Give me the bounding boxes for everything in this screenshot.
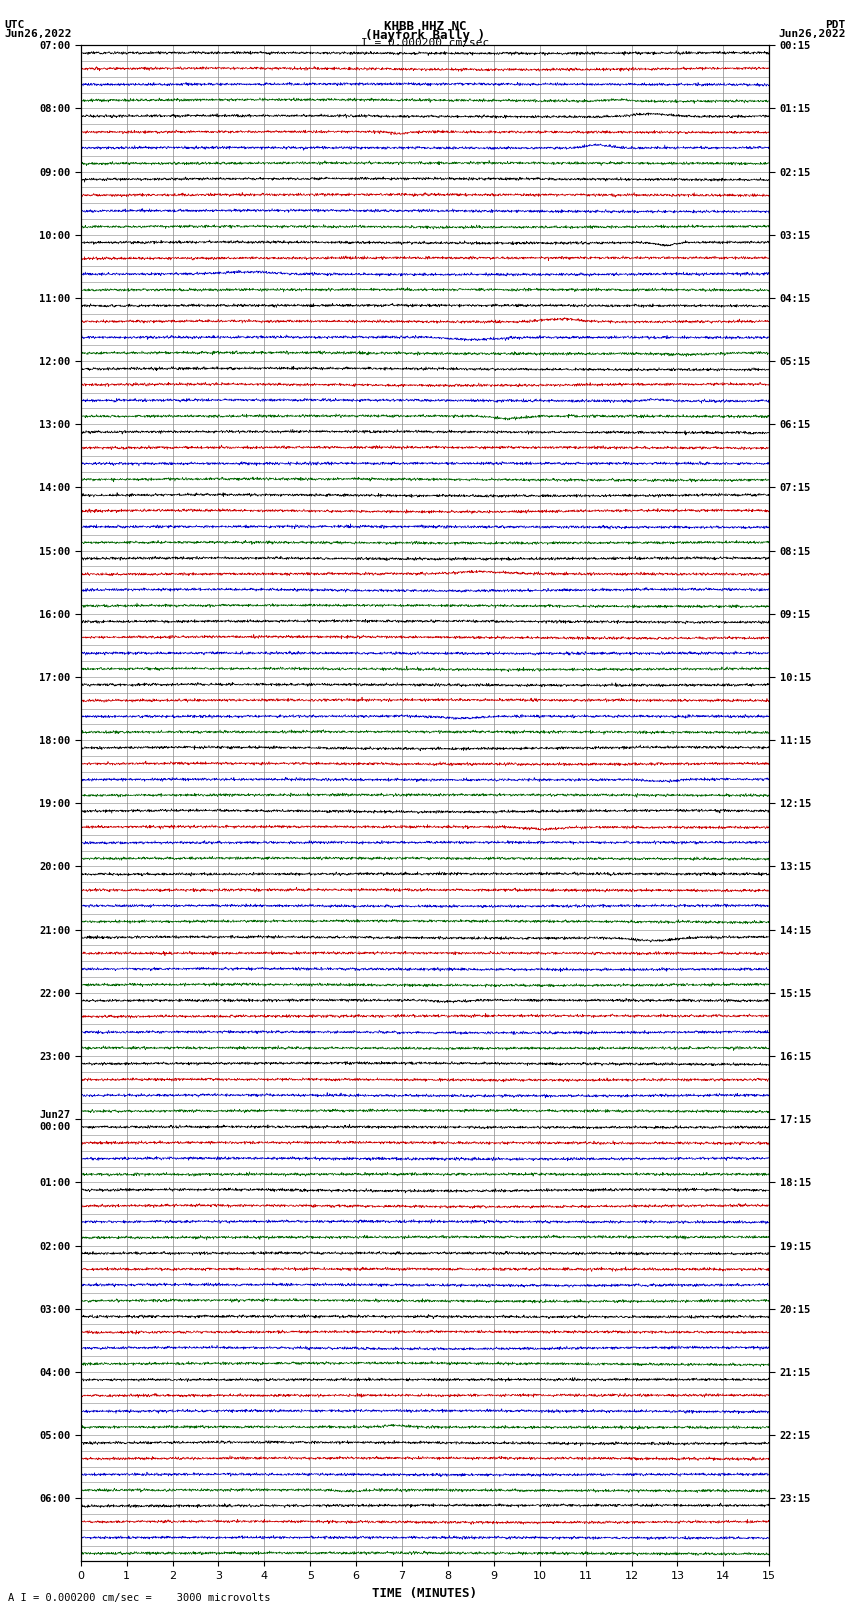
Text: UTC: UTC [4,19,25,31]
Text: A I = 0.000200 cm/sec =    3000 microvolts: A I = 0.000200 cm/sec = 3000 microvolts [8,1594,271,1603]
Text: (Hayfork Bally ): (Hayfork Bally ) [365,29,485,42]
Text: KHBB HHZ NC: KHBB HHZ NC [383,19,467,34]
X-axis label: TIME (MINUTES): TIME (MINUTES) [372,1587,478,1600]
Text: PDT: PDT [825,19,846,31]
Text: I = 0.000200 cm/sec: I = 0.000200 cm/sec [361,37,489,48]
Text: Jun26,2022: Jun26,2022 [4,29,71,39]
Text: Jun26,2022: Jun26,2022 [779,29,846,39]
